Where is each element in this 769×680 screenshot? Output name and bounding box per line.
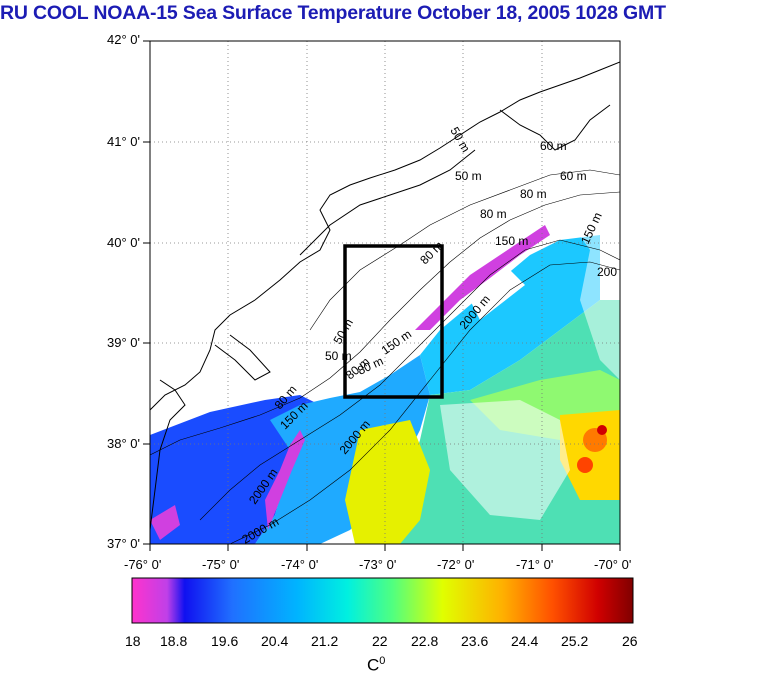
isobath-label: 50 m [325, 349, 352, 363]
longitude-label: -75° 0' [202, 557, 240, 572]
isobath-label: 60 m [560, 169, 587, 183]
colorbar-tick-label: 21.2 [311, 633, 339, 649]
map-title: RU COOL NOAA-15 Sea Surface Temperature … [0, 2, 666, 24]
longitude-label: -74° 0' [281, 557, 319, 572]
coastline [150, 61, 620, 531]
colorbar-tick-label: 18 [125, 633, 141, 649]
latitude-label: 40° 0' [107, 235, 140, 250]
sst-field [150, 41, 620, 544]
isobath-label: 50 m [455, 169, 482, 183]
latitude-label: 39° 0' [107, 335, 140, 350]
longitude-label: -72° 0' [437, 557, 475, 572]
latitude-label: 37° 0' [107, 536, 140, 551]
longitude-label: -70° 0' [594, 557, 632, 572]
colorbar [131, 577, 634, 624]
unit-text: C [367, 655, 380, 675]
colorbar-tick-label: 25.2 [561, 633, 589, 649]
isobath-label: 60 m [540, 139, 567, 153]
colorbar-tick-label: 26 [622, 633, 638, 649]
colorbar-tick-label: 24.4 [511, 633, 539, 649]
isobath-label: 150 m [495, 234, 528, 248]
isobath-label: 200 [597, 265, 617, 279]
colorbar-tick-label: 18.8 [160, 633, 188, 649]
study-region-box [343, 244, 444, 399]
latitude-label: 41° 0' [107, 134, 140, 149]
colorbar-tick-label: 20.4 [261, 633, 289, 649]
longitude-label: -71° 0' [516, 557, 554, 572]
longitude-label: -76° 0' [124, 557, 162, 572]
isobath-label: 80 m [480, 207, 507, 221]
longitude-label: -73° 0' [359, 557, 397, 572]
colorbar-unit-label: C0 [367, 655, 385, 676]
colorbar-tick-label: 22 [372, 633, 388, 649]
latitude-label: 42° 0' [107, 32, 140, 47]
colorbar-tick-label: 19.6 [211, 633, 239, 649]
latitude-label: 38° 0' [107, 436, 140, 451]
colorbar-tick-label: 22.8 [411, 633, 439, 649]
unit-superscript: 0 [379, 655, 386, 667]
colorbar-tick-label: 23.6 [461, 633, 489, 649]
isobath-label: 80 m [520, 187, 547, 201]
axis-ticks [143, 40, 621, 551]
